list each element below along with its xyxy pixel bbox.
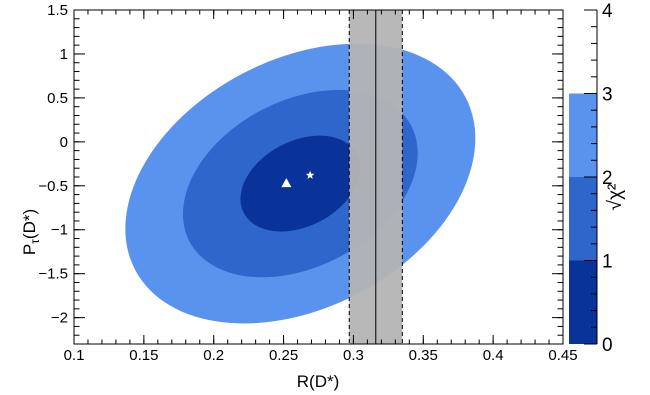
x-axis-label: R(D*) — [297, 372, 340, 391]
marker-layer — [281, 170, 315, 188]
y-tick-label: −2 — [51, 310, 68, 327]
x-tick-label: 0.4 — [483, 347, 504, 364]
y-tick-label: 0.5 — [47, 90, 68, 107]
y-tick-label: −1.5 — [38, 266, 68, 283]
colorbar-label: √χ² — [605, 184, 626, 211]
y-tick-label: −1 — [51, 222, 68, 239]
y-tick-label: −0.5 — [38, 178, 68, 195]
x-tick-label: 0.1 — [64, 347, 85, 364]
measurement-band-layer — [348, 10, 403, 344]
y-axis-label: Pτ(D*) — [20, 209, 42, 255]
x-tick-label: 0.15 — [129, 347, 158, 364]
colorbar-tick-label: 3 — [602, 85, 613, 106]
y-tick-label: 0 — [60, 134, 68, 151]
y-tick-label: 1.5 — [47, 2, 68, 19]
colorbar-segment — [569, 93, 597, 177]
y-axis: 1.5 1 0.5 0 −0.5 −1 −1.5 −2 — [38, 2, 563, 345]
colorbar-tick-label: 0 — [602, 335, 613, 356]
colorbar-tick-label: 4 — [602, 1, 613, 22]
colorbar-tick-label: 1 — [602, 252, 613, 273]
x-tick-label: 0.25 — [269, 347, 298, 364]
colorbar-segment — [569, 177, 597, 261]
x-tick-label: 0.3 — [343, 347, 364, 364]
triangle-marker — [281, 178, 292, 188]
x-tick-label: 0.2 — [203, 347, 224, 364]
contour-level-1 — [240, 135, 361, 232]
colorbar-tick-label: 2 — [602, 168, 613, 189]
x-tick-label: 0.45 — [548, 347, 577, 364]
colorbar: 0 1 2 3 4 — [569, 1, 613, 356]
y-tick-label: 1 — [60, 46, 68, 63]
star-marker — [305, 170, 315, 179]
x-axis: 0.1 0.15 0.2 0.25 0.3 0.35 0.4 0.45 — [64, 10, 578, 364]
colorbar-segment — [569, 260, 597, 344]
x-tick-label: 0.35 — [409, 347, 438, 364]
